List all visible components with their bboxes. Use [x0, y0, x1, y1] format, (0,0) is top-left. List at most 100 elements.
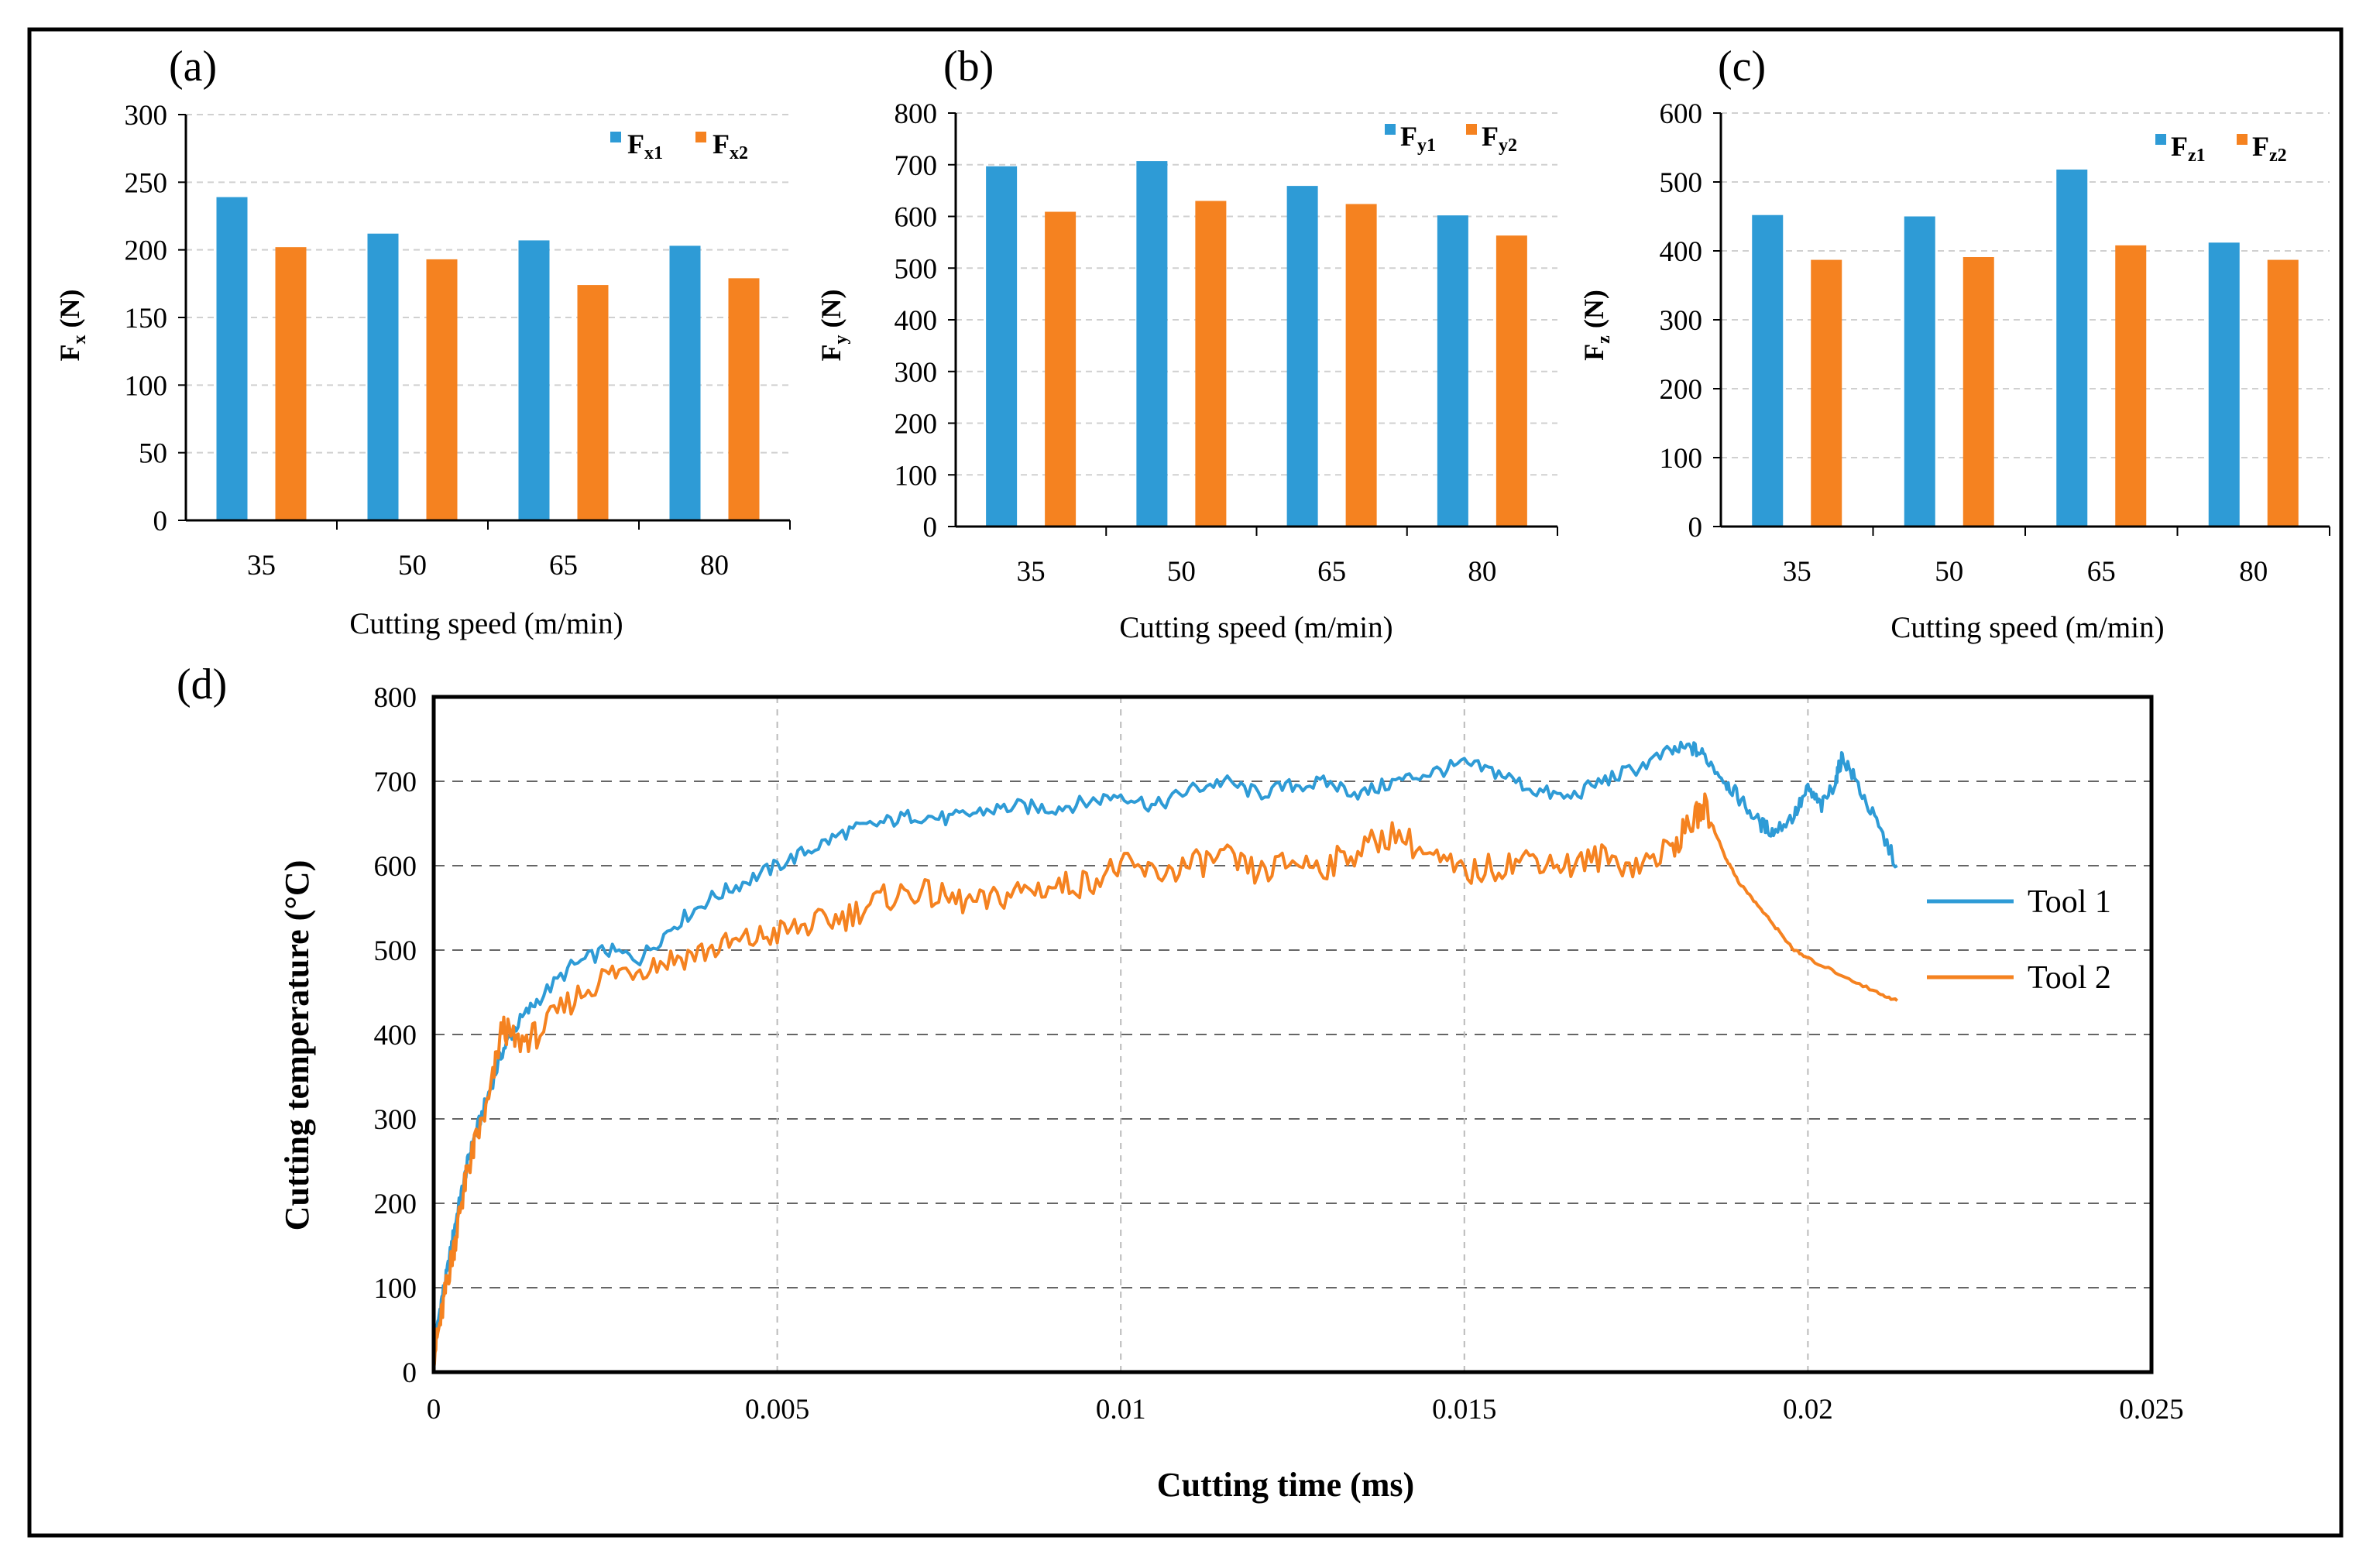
ytick-label-d-700: 700 [374, 767, 417, 798]
panel-a-ylabel-sub: x [70, 335, 90, 344]
panel-a-xticks: 35 50 65 80 [247, 520, 791, 582]
xtick-label-d-0.02: 0.02 [1783, 1394, 1833, 1426]
panel-c-ylabel: Fz (N) [1578, 290, 1614, 361]
xtick-label-d-0.01: 0.01 [1096, 1394, 1146, 1426]
bar-fy1-50 [1136, 161, 1168, 527]
panel-a-axes [184, 115, 790, 522]
ytick-label-b-800: 800 [895, 98, 938, 130]
ytick-label-d-400: 400 [374, 1020, 417, 1052]
panel-c-xticks: 35 50 65 80 [1783, 527, 2330, 588]
bar-fz2-50 [1963, 257, 1994, 527]
xtick-label-b-50: 50 [1167, 556, 1196, 588]
bar-fz1-80 [2208, 242, 2240, 527]
line-tool-1 [432, 740, 1898, 1360]
panel-c-ylabel-sub: z [1594, 335, 1614, 344]
bar-fx2-65 [577, 285, 609, 520]
legend-swatch-fz1 [2155, 134, 2166, 145]
panel-d-gridlines [434, 697, 2151, 1372]
panel-a-bars [216, 197, 760, 520]
ytick-label-d-500: 500 [374, 935, 417, 967]
panel-b-bar-chart: (b) Cutting speed (m/min) Fy (N) 0 100 200… [816, 43, 1558, 644]
legend-swatch-fx2 [695, 132, 706, 142]
ytick-label-a-200: 200 [125, 235, 168, 267]
panel-d-line-chart: (d) Cutting time (ms) Cutting temperatur… [177, 660, 2184, 1504]
xtick-label-c-65: 65 [2087, 556, 2116, 588]
ytick-label-a-100: 100 [125, 370, 168, 402]
bar-fx2-80 [728, 278, 760, 520]
panel-c-ylabel-unit: (N) [1578, 290, 1609, 335]
ytick-label-c-300: 300 [1660, 305, 1703, 337]
panel-b-yticks: 0 100 200 300 400 500 600 700 800 [895, 98, 956, 544]
legend-swatch-fy1 [1385, 124, 1396, 135]
bar-fz2-35 [1811, 259, 1842, 527]
panel-c-xlabel: Cutting speed (m/min) [1890, 611, 2164, 644]
legend-label-fy2: Fy2 [1482, 121, 1517, 156]
xtick-label-b-65: 65 [1317, 556, 1346, 588]
ytick-label-a-0: 0 [153, 506, 168, 537]
panel-c-yticks: 0 100 200 300 400 500 600 [1660, 98, 1721, 544]
panel-c-bars [1752, 169, 2299, 527]
bar-fy1-80 [1437, 215, 1468, 527]
xtick-label-b-80: 80 [1468, 556, 1496, 588]
panel-c-axes [1719, 113, 2330, 528]
panel-a-label: (a) [169, 43, 217, 91]
legend-label-tool2: Tool 2 [2028, 960, 2111, 996]
legend-label-fy1: Fy1 [1400, 121, 1436, 156]
xtick-label-a-50: 50 [398, 550, 427, 582]
ytick-label-b-100: 100 [895, 460, 938, 492]
legend-label-fx2: Fx2 [713, 129, 748, 163]
ytick-label-b-700: 700 [895, 150, 938, 182]
bar-fx2-50 [426, 259, 458, 520]
ytick-label-d-800: 800 [374, 682, 417, 714]
legend-label-fx1: Fx1 [627, 129, 663, 163]
bar-fz1-50 [1904, 216, 1935, 527]
panel-b-xlabel: Cutting speed (m/min) [1119, 611, 1392, 644]
ytick-label-c-100: 100 [1660, 443, 1703, 475]
panel-c-ylabel-main: F [1578, 344, 1609, 361]
bar-fy2-35 [1045, 211, 1077, 527]
ytick-label-c-500: 500 [1660, 167, 1703, 199]
panel-c-bar-chart: (c) Cutting speed (m/min) Fz (N) 0 100 200… [1578, 43, 2330, 644]
bar-fy2-50 [1195, 201, 1227, 527]
panel-a-yticks: 0 50 100 150 200 250 300 [125, 100, 186, 537]
panel-a-xlabel: Cutting speed (m/min) [349, 607, 623, 640]
xtick-label-a-35: 35 [247, 550, 276, 582]
ytick-label-d-300: 300 [374, 1104, 417, 1136]
legend-label-fz1: Fz1 [2171, 131, 2206, 166]
xtick-label-d-0.005: 0.005 [745, 1394, 809, 1426]
bar-fy1-35 [986, 166, 1018, 527]
ytick-label-b-0: 0 [923, 512, 938, 544]
panel-d-xlabel: Cutting time (ms) [1157, 1466, 1414, 1504]
ytick-label-b-600: 600 [895, 202, 938, 234]
bar-fz1-35 [1752, 214, 1784, 527]
legend-swatch-fz2 [2237, 134, 2248, 145]
ytick-label-d-100: 100 [374, 1273, 417, 1305]
bar-fx1-80 [669, 245, 701, 520]
panel-b-legend: Fy1 Fy2 [1385, 121, 1517, 156]
xtick-label-a-80: 80 [700, 550, 729, 582]
ytick-label-d-0: 0 [403, 1357, 417, 1389]
legend-swatch-fy2 [1466, 124, 1477, 135]
panel-b-ylabel-unit: (N) [816, 290, 846, 335]
ytick-label-a-150: 150 [125, 303, 168, 335]
panel-b-xticks: 35 50 65 80 [1017, 527, 1558, 588]
panel-d-legend: Tool 1 Tool 2 [1927, 884, 2111, 996]
panel-a-ylabel-unit: (N) [54, 290, 85, 335]
bar-fz2-65 [2115, 245, 2147, 527]
panel-a-ylabel-main: F [54, 344, 85, 361]
panel-a-legend: Fx1 Fx2 [610, 129, 748, 163]
panel-b-axes [954, 113, 1557, 528]
xtick-label-d-0: 0 [427, 1394, 441, 1426]
bar-fy2-80 [1495, 235, 1527, 527]
panel-d-yticks: 0 100 200 300 400 500 600 700 800 [374, 682, 417, 1389]
ytick-label-d-600: 600 [374, 851, 417, 883]
xtick-label-a-65: 65 [549, 550, 578, 582]
ytick-label-b-500: 500 [895, 253, 938, 285]
ytick-label-b-200: 200 [895, 409, 938, 441]
panel-d-lines [432, 740, 1899, 1369]
ytick-label-a-300: 300 [125, 100, 168, 132]
xtick-label-b-35: 35 [1017, 556, 1046, 588]
bar-fz1-65 [2056, 169, 2088, 527]
panel-a-ylabel: Fx (N) [54, 290, 90, 362]
